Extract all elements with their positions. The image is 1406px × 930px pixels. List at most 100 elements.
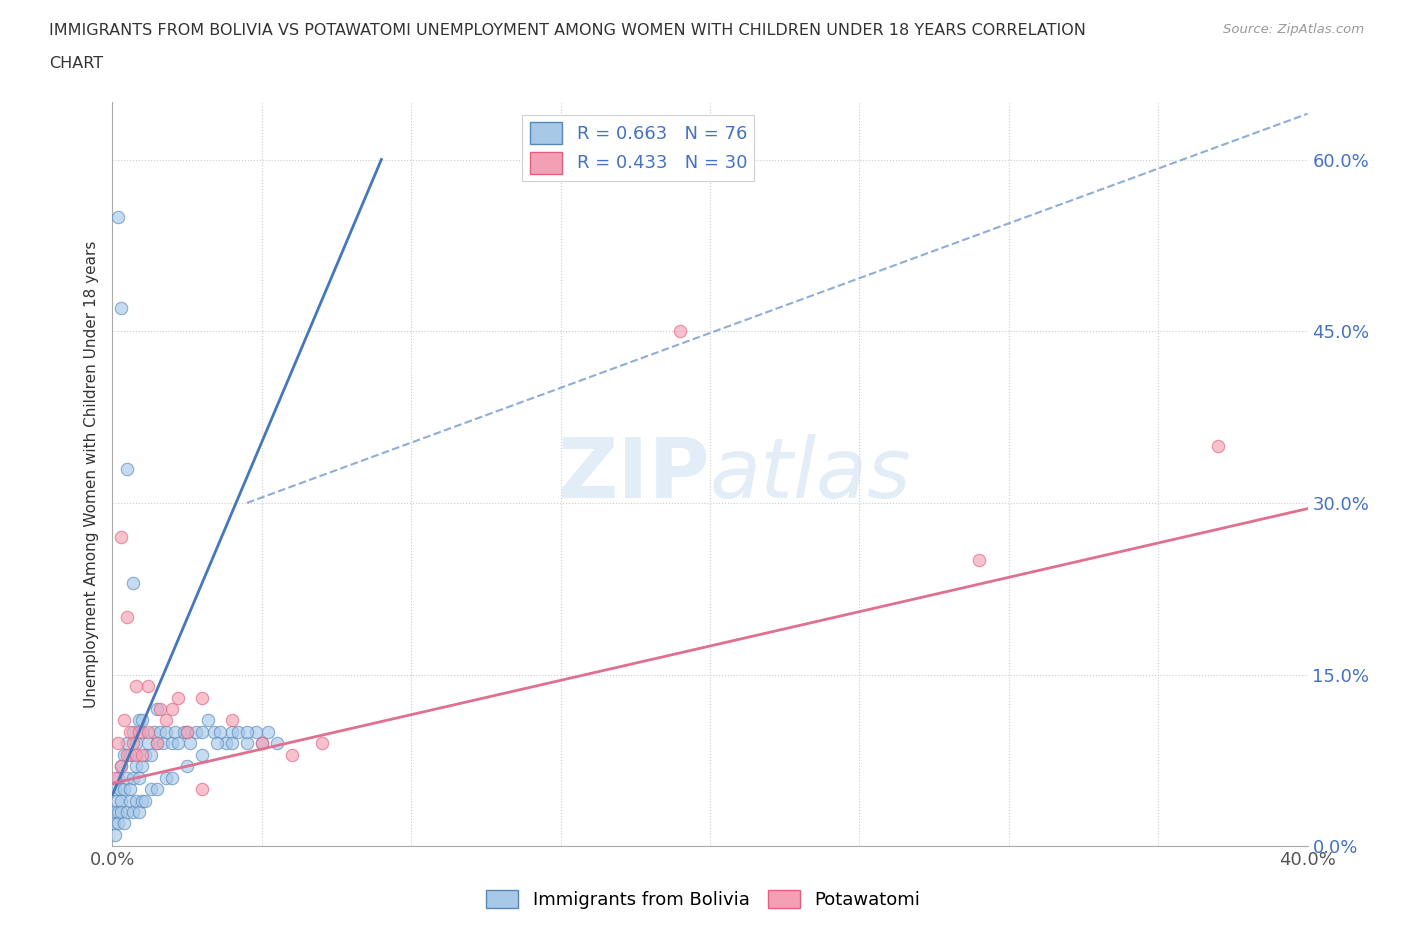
Point xyxy=(146,736,169,751)
Point xyxy=(120,724,142,739)
Point xyxy=(197,713,219,728)
Point xyxy=(176,724,198,739)
Point xyxy=(125,748,148,763)
Point xyxy=(141,748,163,763)
Point xyxy=(122,576,145,591)
Point xyxy=(110,793,132,808)
Point xyxy=(117,461,139,476)
Point xyxy=(155,713,177,728)
Point xyxy=(104,804,127,819)
Point xyxy=(138,679,160,694)
Point xyxy=(141,781,163,796)
Point xyxy=(122,804,145,819)
Point xyxy=(215,736,238,751)
Point xyxy=(176,724,198,739)
Point xyxy=(134,793,156,808)
Point xyxy=(110,759,132,774)
Point xyxy=(104,770,127,785)
Point xyxy=(120,781,142,796)
Point xyxy=(967,552,990,567)
Point xyxy=(155,770,177,785)
Y-axis label: Unemployment Among Women with Children Under 18 years: Unemployment Among Women with Children U… xyxy=(84,241,100,708)
Point xyxy=(114,748,135,763)
Point xyxy=(134,748,156,763)
Legend: R = 0.663   N = 76, R = 0.433   N = 30: R = 0.663 N = 76, R = 0.433 N = 30 xyxy=(523,115,754,180)
Point xyxy=(108,781,131,796)
Point xyxy=(131,748,153,763)
Point xyxy=(110,759,132,774)
Point xyxy=(236,724,259,739)
Point xyxy=(209,724,232,739)
Point xyxy=(266,736,288,751)
Point xyxy=(122,724,145,739)
Point xyxy=(117,804,139,819)
Point xyxy=(105,793,128,808)
Point xyxy=(131,759,153,774)
Point xyxy=(669,324,692,339)
Point xyxy=(167,690,190,705)
Point xyxy=(114,781,135,796)
Point xyxy=(120,748,142,763)
Point xyxy=(125,793,148,808)
Point xyxy=(107,770,129,785)
Point xyxy=(128,724,150,739)
Point xyxy=(125,679,148,694)
Point xyxy=(107,816,129,830)
Point xyxy=(236,736,259,751)
Legend: Immigrants from Bolivia, Potawatomi: Immigrants from Bolivia, Potawatomi xyxy=(478,883,928,916)
Point xyxy=(165,724,187,739)
Point xyxy=(146,701,169,716)
Point xyxy=(107,736,129,751)
Point xyxy=(128,713,150,728)
Point xyxy=(176,759,198,774)
Point xyxy=(257,724,280,739)
Point xyxy=(131,724,153,739)
Point xyxy=(122,770,145,785)
Point xyxy=(146,781,169,796)
Point xyxy=(117,770,139,785)
Point xyxy=(245,724,267,739)
Text: atlas: atlas xyxy=(710,433,911,515)
Point xyxy=(103,816,125,830)
Text: CHART: CHART xyxy=(49,56,103,71)
Point xyxy=(128,804,150,819)
Point xyxy=(110,804,132,819)
Point xyxy=(179,736,201,751)
Point xyxy=(191,748,214,763)
Point xyxy=(167,736,190,751)
Point xyxy=(311,736,333,751)
Point xyxy=(186,724,208,739)
Point xyxy=(250,736,273,751)
Point xyxy=(114,816,135,830)
Point xyxy=(107,804,129,819)
Point xyxy=(143,724,166,739)
Point xyxy=(155,724,177,739)
Point xyxy=(226,724,249,739)
Point xyxy=(149,724,172,739)
Point xyxy=(146,736,169,751)
Point xyxy=(191,690,214,705)
Point xyxy=(117,736,139,751)
Point xyxy=(107,209,129,224)
Text: Source: ZipAtlas.com: Source: ZipAtlas.com xyxy=(1223,23,1364,36)
Point xyxy=(114,713,135,728)
Point xyxy=(173,724,195,739)
Point xyxy=(104,781,127,796)
Point xyxy=(125,736,148,751)
Point xyxy=(205,736,228,751)
Text: ZIP: ZIP xyxy=(558,433,710,515)
Point xyxy=(281,748,304,763)
Point xyxy=(125,759,148,774)
Point xyxy=(104,828,127,843)
Point xyxy=(128,770,150,785)
Point xyxy=(122,736,145,751)
Point xyxy=(110,301,132,316)
Point xyxy=(149,701,172,716)
Point xyxy=(120,793,142,808)
Point xyxy=(250,736,273,751)
Point xyxy=(162,736,183,751)
Point xyxy=(191,724,214,739)
Point xyxy=(162,701,183,716)
Point xyxy=(117,748,139,763)
Point xyxy=(162,770,183,785)
